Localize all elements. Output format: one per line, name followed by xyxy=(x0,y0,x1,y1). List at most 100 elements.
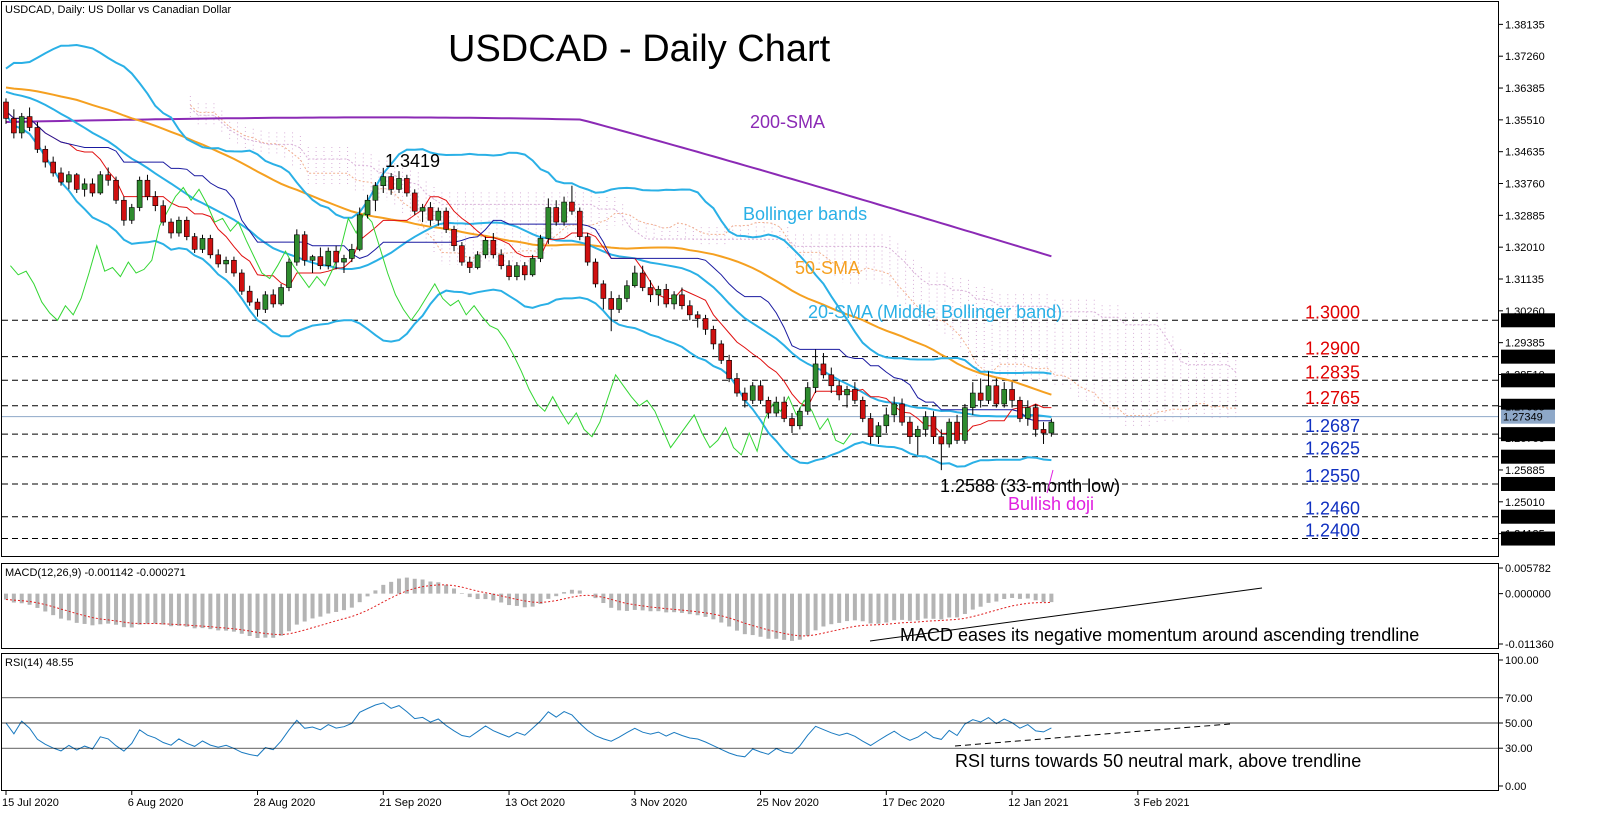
bollinger-middle xyxy=(5,90,1052,418)
level-label: 1.2687 xyxy=(1305,416,1360,436)
candle-bull xyxy=(545,207,552,239)
candle-bear xyxy=(694,314,701,319)
candle-bull xyxy=(286,261,292,288)
candle-bear xyxy=(584,236,591,263)
candle-bear xyxy=(239,272,245,292)
candle-bull xyxy=(514,265,520,277)
candle-bear xyxy=(231,259,237,274)
annotation-sma20: 20-SMA (Middle Bollinger band) xyxy=(808,302,1062,322)
chikou-line xyxy=(10,186,852,456)
candle-bear xyxy=(1017,400,1023,419)
candle-bear xyxy=(828,374,835,387)
candle-bear xyxy=(427,207,434,221)
candle-bull xyxy=(278,287,284,305)
annotation-sma200: 200-SMA xyxy=(750,112,825,132)
price-tick-label: 1.31135 xyxy=(1505,274,1544,286)
level-price-box-label: 1.24000 xyxy=(1503,534,1543,546)
candle-bear xyxy=(270,294,277,305)
level-price-box-label: 1.25500 xyxy=(1503,479,1543,491)
level-price-box xyxy=(1501,531,1555,546)
candle-bear xyxy=(50,161,56,174)
candle-bear xyxy=(679,294,685,307)
level-label: 1.3000 xyxy=(1305,302,1360,322)
candle-bear xyxy=(852,389,858,401)
candle-bear xyxy=(639,272,646,288)
candle-bull xyxy=(325,250,332,267)
candle-bear xyxy=(459,245,465,263)
level-price-box xyxy=(1501,313,1555,328)
candle-bull xyxy=(962,407,968,441)
indicator-lines xyxy=(5,43,1052,468)
macd-label: MACD(12,26,9) -0.001142 -0.000271 xyxy=(5,567,186,579)
candle-bear xyxy=(215,254,222,265)
chart-title: USDCAD - Daily Chart xyxy=(448,28,831,70)
level-label: 1.2835 xyxy=(1305,362,1360,382)
current-price-box-label: 1.27349 xyxy=(1503,412,1543,424)
candle-bear xyxy=(160,205,166,223)
macd-signal-line xyxy=(5,584,1052,637)
candle-bear xyxy=(1040,429,1047,434)
price-tick-label: 1.35510 xyxy=(1505,115,1545,127)
level-price-box xyxy=(1501,509,1555,524)
price-tick-label: 1.38135 xyxy=(1505,19,1545,31)
sma50-line xyxy=(5,86,1052,396)
candle-bear xyxy=(73,174,80,190)
annotation-high: 1.3419 xyxy=(385,151,440,171)
candle-bull xyxy=(624,285,630,299)
level-price-box-label: 1.30000 xyxy=(1503,315,1543,327)
rsi-label: RSI(14) 48.55 xyxy=(5,657,73,669)
price-tick-label: 1.32010 xyxy=(1505,242,1545,254)
price-tick-label: 1.33760 xyxy=(1505,179,1545,191)
candle-bear xyxy=(333,250,339,263)
candle-bear xyxy=(451,229,457,247)
level-price-box xyxy=(1501,349,1555,364)
candle-bear xyxy=(1032,407,1039,430)
candle-bull xyxy=(1025,407,1031,419)
candle-bull xyxy=(341,258,347,263)
price-tick-label: 1.30260 xyxy=(1505,306,1545,318)
candle-bull xyxy=(985,385,992,401)
symbol-label: USDCAD, Daily: US Dollar vs Canadian Dol… xyxy=(5,4,232,16)
candle-bull xyxy=(66,174,72,183)
candle-bull xyxy=(616,298,622,310)
candle-bear xyxy=(105,174,111,181)
candlesticks xyxy=(3,98,1055,471)
candle-bull xyxy=(482,239,489,256)
price-tick-label: 1.36385 xyxy=(1505,83,1545,95)
candle-bull xyxy=(380,176,387,186)
candle-bull xyxy=(749,385,756,401)
rsi-tick-label: 100.00 xyxy=(1505,655,1539,667)
candle-bull xyxy=(419,207,426,212)
candle-bull xyxy=(914,429,921,437)
candle-bull xyxy=(804,387,811,412)
candle-bear xyxy=(600,283,607,299)
candle-bear xyxy=(42,149,49,163)
level-label: 1.2550 xyxy=(1305,466,1360,486)
macd-tick-label: 0.005782 xyxy=(1505,563,1551,575)
price-tick-label: 1.26760 xyxy=(1505,433,1545,445)
candle-bull xyxy=(396,178,402,190)
candle-bull xyxy=(349,249,355,259)
candle-bear xyxy=(121,199,127,221)
candle-bear xyxy=(506,265,512,277)
candle-bear xyxy=(687,305,693,316)
time-tick-label: 3 Feb 2021 xyxy=(1134,797,1190,809)
time-tick-label: 28 Aug 2020 xyxy=(254,797,316,809)
candle-bear xyxy=(168,221,174,234)
candle-bull xyxy=(891,403,897,416)
candle-bear xyxy=(993,385,1000,405)
candle-bear xyxy=(569,201,575,212)
candle-bear xyxy=(867,418,874,437)
candle-bull xyxy=(969,392,976,408)
level-labels: 1.3000 1.2900 1.2835 1.2765 1.2687 1.2625 1.25… xyxy=(1305,302,1360,540)
candle-bull xyxy=(136,179,143,208)
candle-bull xyxy=(364,199,371,216)
candle-bear xyxy=(89,183,96,194)
level-price-box-label: 1.28482 xyxy=(1503,375,1543,387)
kijun-line xyxy=(5,110,1052,422)
candle-bull xyxy=(655,289,662,296)
candle-bull xyxy=(294,234,300,263)
candle-bear xyxy=(820,363,827,376)
horizontal-levels xyxy=(2,319,1498,540)
